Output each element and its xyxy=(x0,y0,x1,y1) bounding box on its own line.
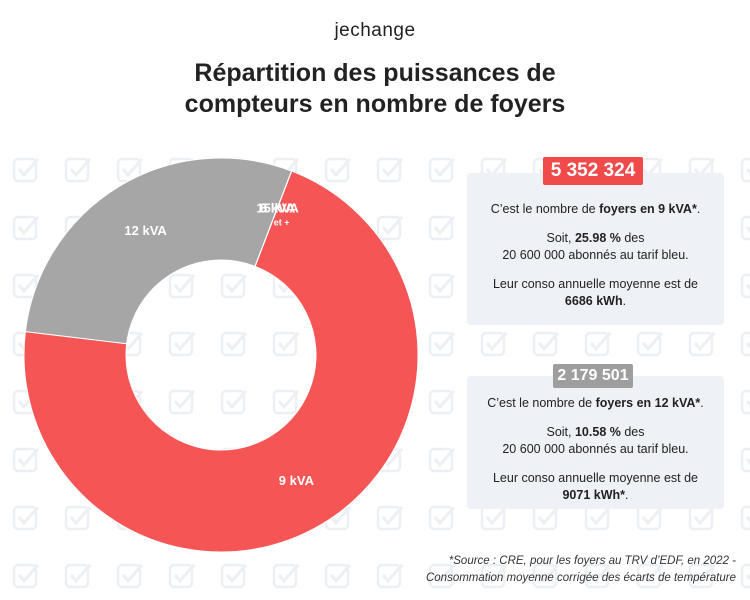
slice-label-9kva: 9 kVA xyxy=(279,473,315,488)
card-12kva-line-1: C’est le nombre de foyers en 12 kVA*. xyxy=(487,396,704,410)
footnote-line-2: Consommation moyenne corrigée des écarts… xyxy=(425,572,736,584)
chart-title-line-2: compteurs en nombre de foyers xyxy=(184,90,566,118)
footnote-line-1: *Source : CRE, pour les foyers au TRV d’… xyxy=(448,555,736,567)
card-9kva-line-3: Leur conso annuelle moyenne est de 6686 k… xyxy=(492,277,698,308)
jechange-logo: jechange xyxy=(334,20,416,41)
slice-sublabel-15kva: et + xyxy=(274,217,290,227)
card-9kva-line-2: Soit, 25.98 % des 20 600 000 abonnés au t… xyxy=(502,231,689,262)
slice-label-6kva: 6 kVA xyxy=(260,200,296,215)
card-9kva: C’est le nombre de foyers en 9 kVA*. Soi… xyxy=(467,173,724,325)
card-9kva-line-1: C’est le nombre de foyers en 9 kVA*. xyxy=(490,202,701,216)
chart-title: Répartition des puissances de compteurs … xyxy=(0,58,750,120)
slice-label-12kva: 12 kVA xyxy=(124,223,167,238)
slice-9kva xyxy=(23,170,419,553)
card-12kva-count-badge: 2 179 501 xyxy=(553,364,633,388)
source-footnote: *Source : CRE, pour les foyers au TRV d’… xyxy=(426,553,736,587)
card-12kva-line-2: Soit, 10.58 % des 20 600 000 abonnés au t… xyxy=(502,425,689,456)
slice-12kva xyxy=(24,157,293,345)
card-9kva-count-badge: 5 352 324 xyxy=(543,157,643,185)
chart-title-line-1: Répartition des puissances de xyxy=(194,59,556,87)
card-12kva: C’est le nombre de foyers en 12 kVA*. So… xyxy=(467,376,724,509)
card-12kva-line-3: Leur conso annuelle moyenne est de 9071 k… xyxy=(492,471,698,502)
slice-6kva xyxy=(254,170,293,268)
